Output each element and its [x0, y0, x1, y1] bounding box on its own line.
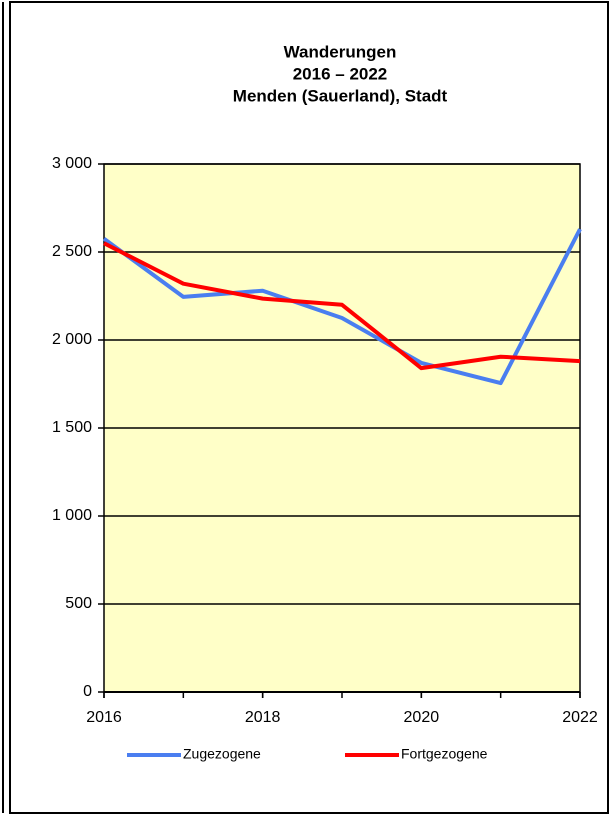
y-tick-label: 500 [65, 595, 92, 612]
x-tick-label: 2018 [245, 709, 281, 726]
y-tick-label: 2 500 [52, 243, 92, 260]
y-tick-label: 2 000 [52, 331, 92, 348]
frame [9, 1, 609, 814]
y-tick-label: 3 000 [52, 155, 92, 172]
y-tick-label: 1 500 [52, 419, 92, 436]
legend-label: Fortgezogene [401, 746, 488, 762]
line-series [102, 228, 582, 386]
x-tick-label: 2022 [562, 709, 598, 726]
y-tick-label: 0 [83, 683, 92, 700]
y-tick-label: 1 000 [52, 507, 92, 524]
x-tick-label: 2020 [404, 709, 440, 726]
line-series [103, 241, 581, 371]
legend-label: Zugezogene [183, 746, 261, 762]
chart-title: Wanderungen [284, 42, 397, 61]
chart-title: 2016 – 2022 [293, 64, 388, 83]
x-tick-label: 2016 [86, 709, 122, 726]
chart-title: Menden (Sauerland), Stadt [233, 86, 448, 105]
